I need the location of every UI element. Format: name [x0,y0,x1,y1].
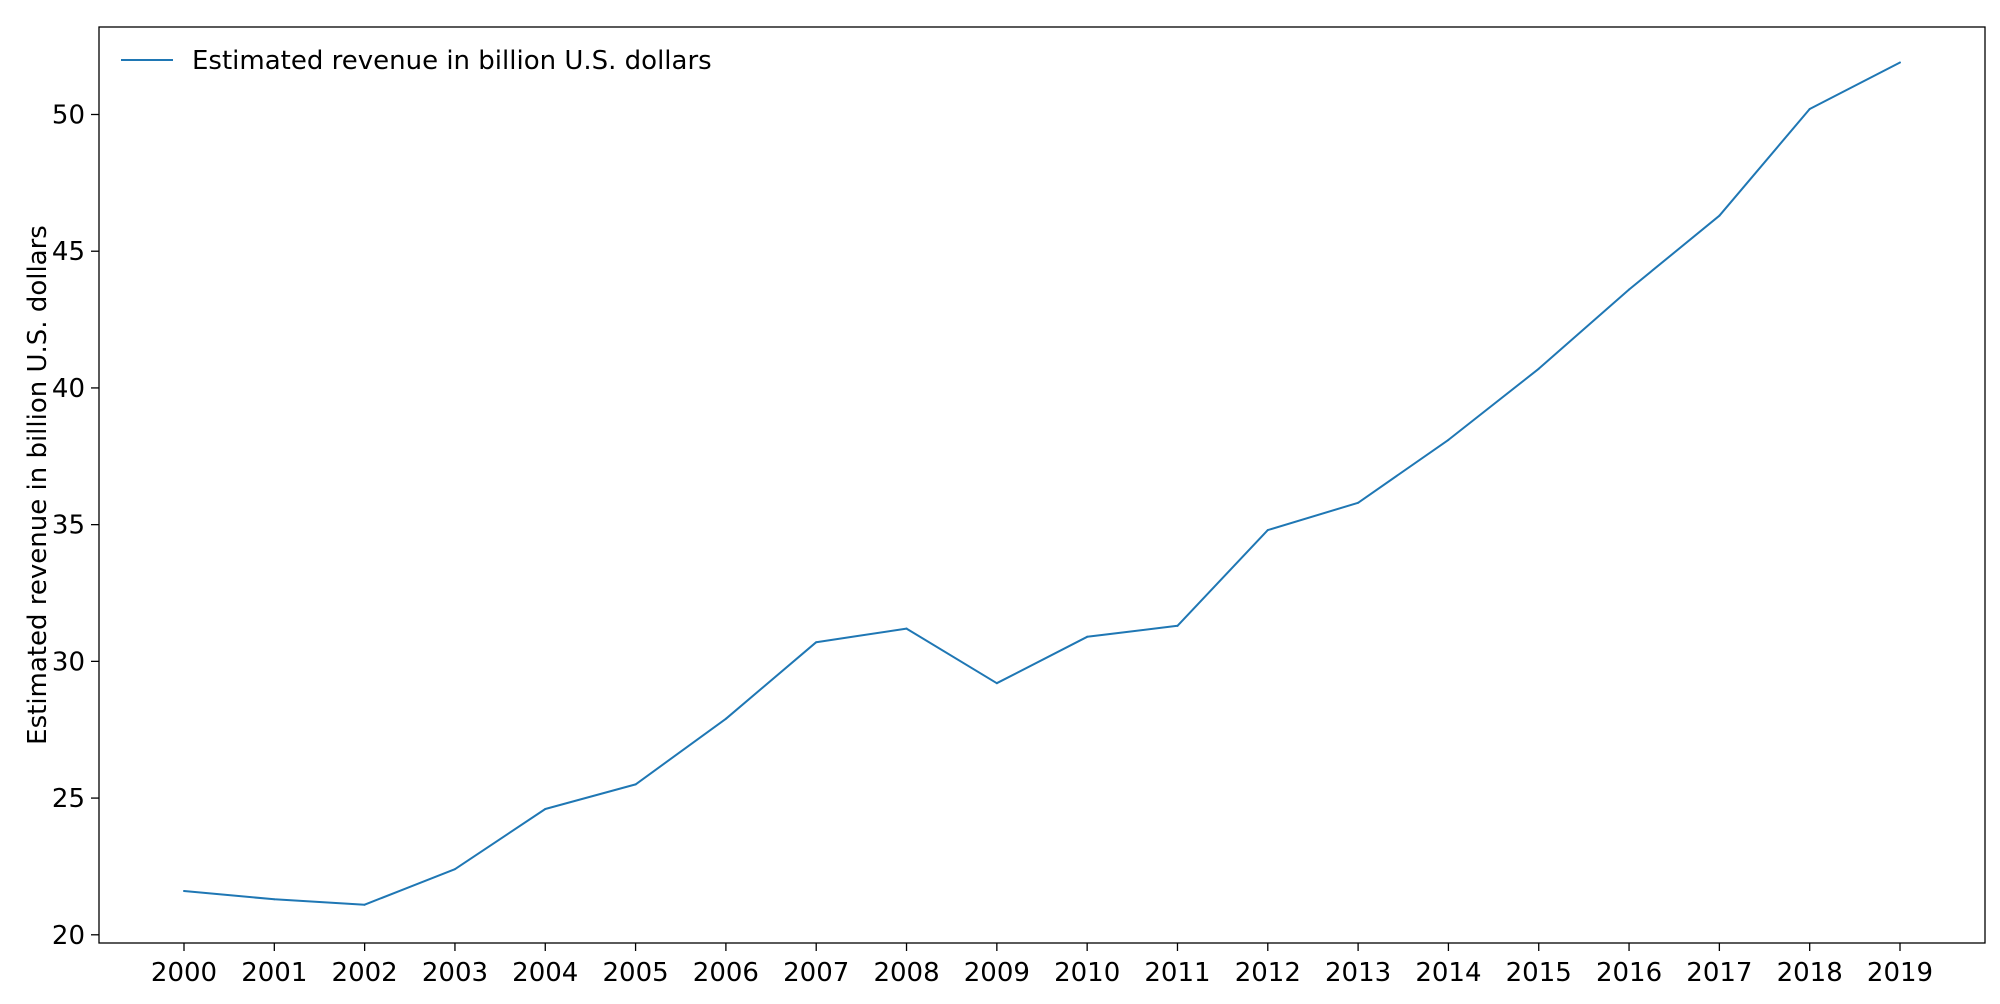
data-point [273,898,276,901]
x-tick-label: 2007 [783,958,849,988]
x-tick-label: 2002 [332,958,398,988]
data-point [1808,108,1811,111]
x-tick-label: 2015 [1506,958,1572,988]
x-tick-label: 2000 [151,958,217,988]
data-point [1176,624,1179,627]
x-tick-label: 2003 [422,958,488,988]
series-layer [183,61,1901,906]
plot-area-frame [98,26,1986,944]
data-point [363,903,366,906]
x-tick-label: 2013 [1325,958,1391,988]
data-point [724,717,727,720]
x-axis: 2000 2001 2002 2003 2004 2005 2006 2007 2008 2009… [151,943,1933,988]
y-tick-label: 50 [52,100,85,130]
x-tick-label: 2019 [1867,958,1933,988]
data-point [995,682,998,685]
x-tick-label: 2014 [1415,958,1481,988]
y-tick-label: 20 [52,921,85,951]
data-point [815,641,818,644]
data-point [1266,529,1269,532]
x-tick-label: 2006 [693,958,759,988]
y-tick-label: 30 [52,647,85,677]
y-tick-label: 45 [52,237,85,267]
y-tick-label: 40 [52,374,85,404]
x-tick-label: 2011 [1144,958,1210,988]
x-tick-label: 2004 [512,958,578,988]
y-tick-label: 35 [52,511,85,541]
data-point [183,890,185,893]
x-tick-label: 2018 [1777,958,1843,988]
x-tick-label: 2012 [1235,958,1301,988]
x-tick-label: 2016 [1596,958,1662,988]
data-point [1086,635,1089,638]
x-tick-label: 2009 [964,958,1030,988]
y-tick-label: 25 [52,784,85,814]
data-point [1899,61,1901,64]
data-point [1537,367,1540,370]
data-point [905,627,908,630]
y-axis-label: Estimated revenue in billion U.S. dollar… [23,225,53,745]
x-tick-label: 2008 [873,958,939,988]
x-tick-label: 2017 [1686,958,1752,988]
legend: Estimated revenue in billion U.S. dollar… [121,46,712,76]
data-point [1447,438,1450,441]
y-axis: 20 25 30 35 40 45 50 [52,100,99,951]
data-point [544,808,547,811]
legend-label: Estimated revenue in billion U.S. dollar… [192,46,712,76]
data-point [634,783,637,786]
series-line [183,61,1901,906]
data-point [1718,214,1721,217]
data-point [1628,288,1631,291]
x-tick-label: 2010 [1054,958,1120,988]
data-point [1357,501,1360,504]
x-tick-label: 2001 [241,958,307,988]
data-point [453,868,456,871]
x-tick-label: 2005 [602,958,668,988]
